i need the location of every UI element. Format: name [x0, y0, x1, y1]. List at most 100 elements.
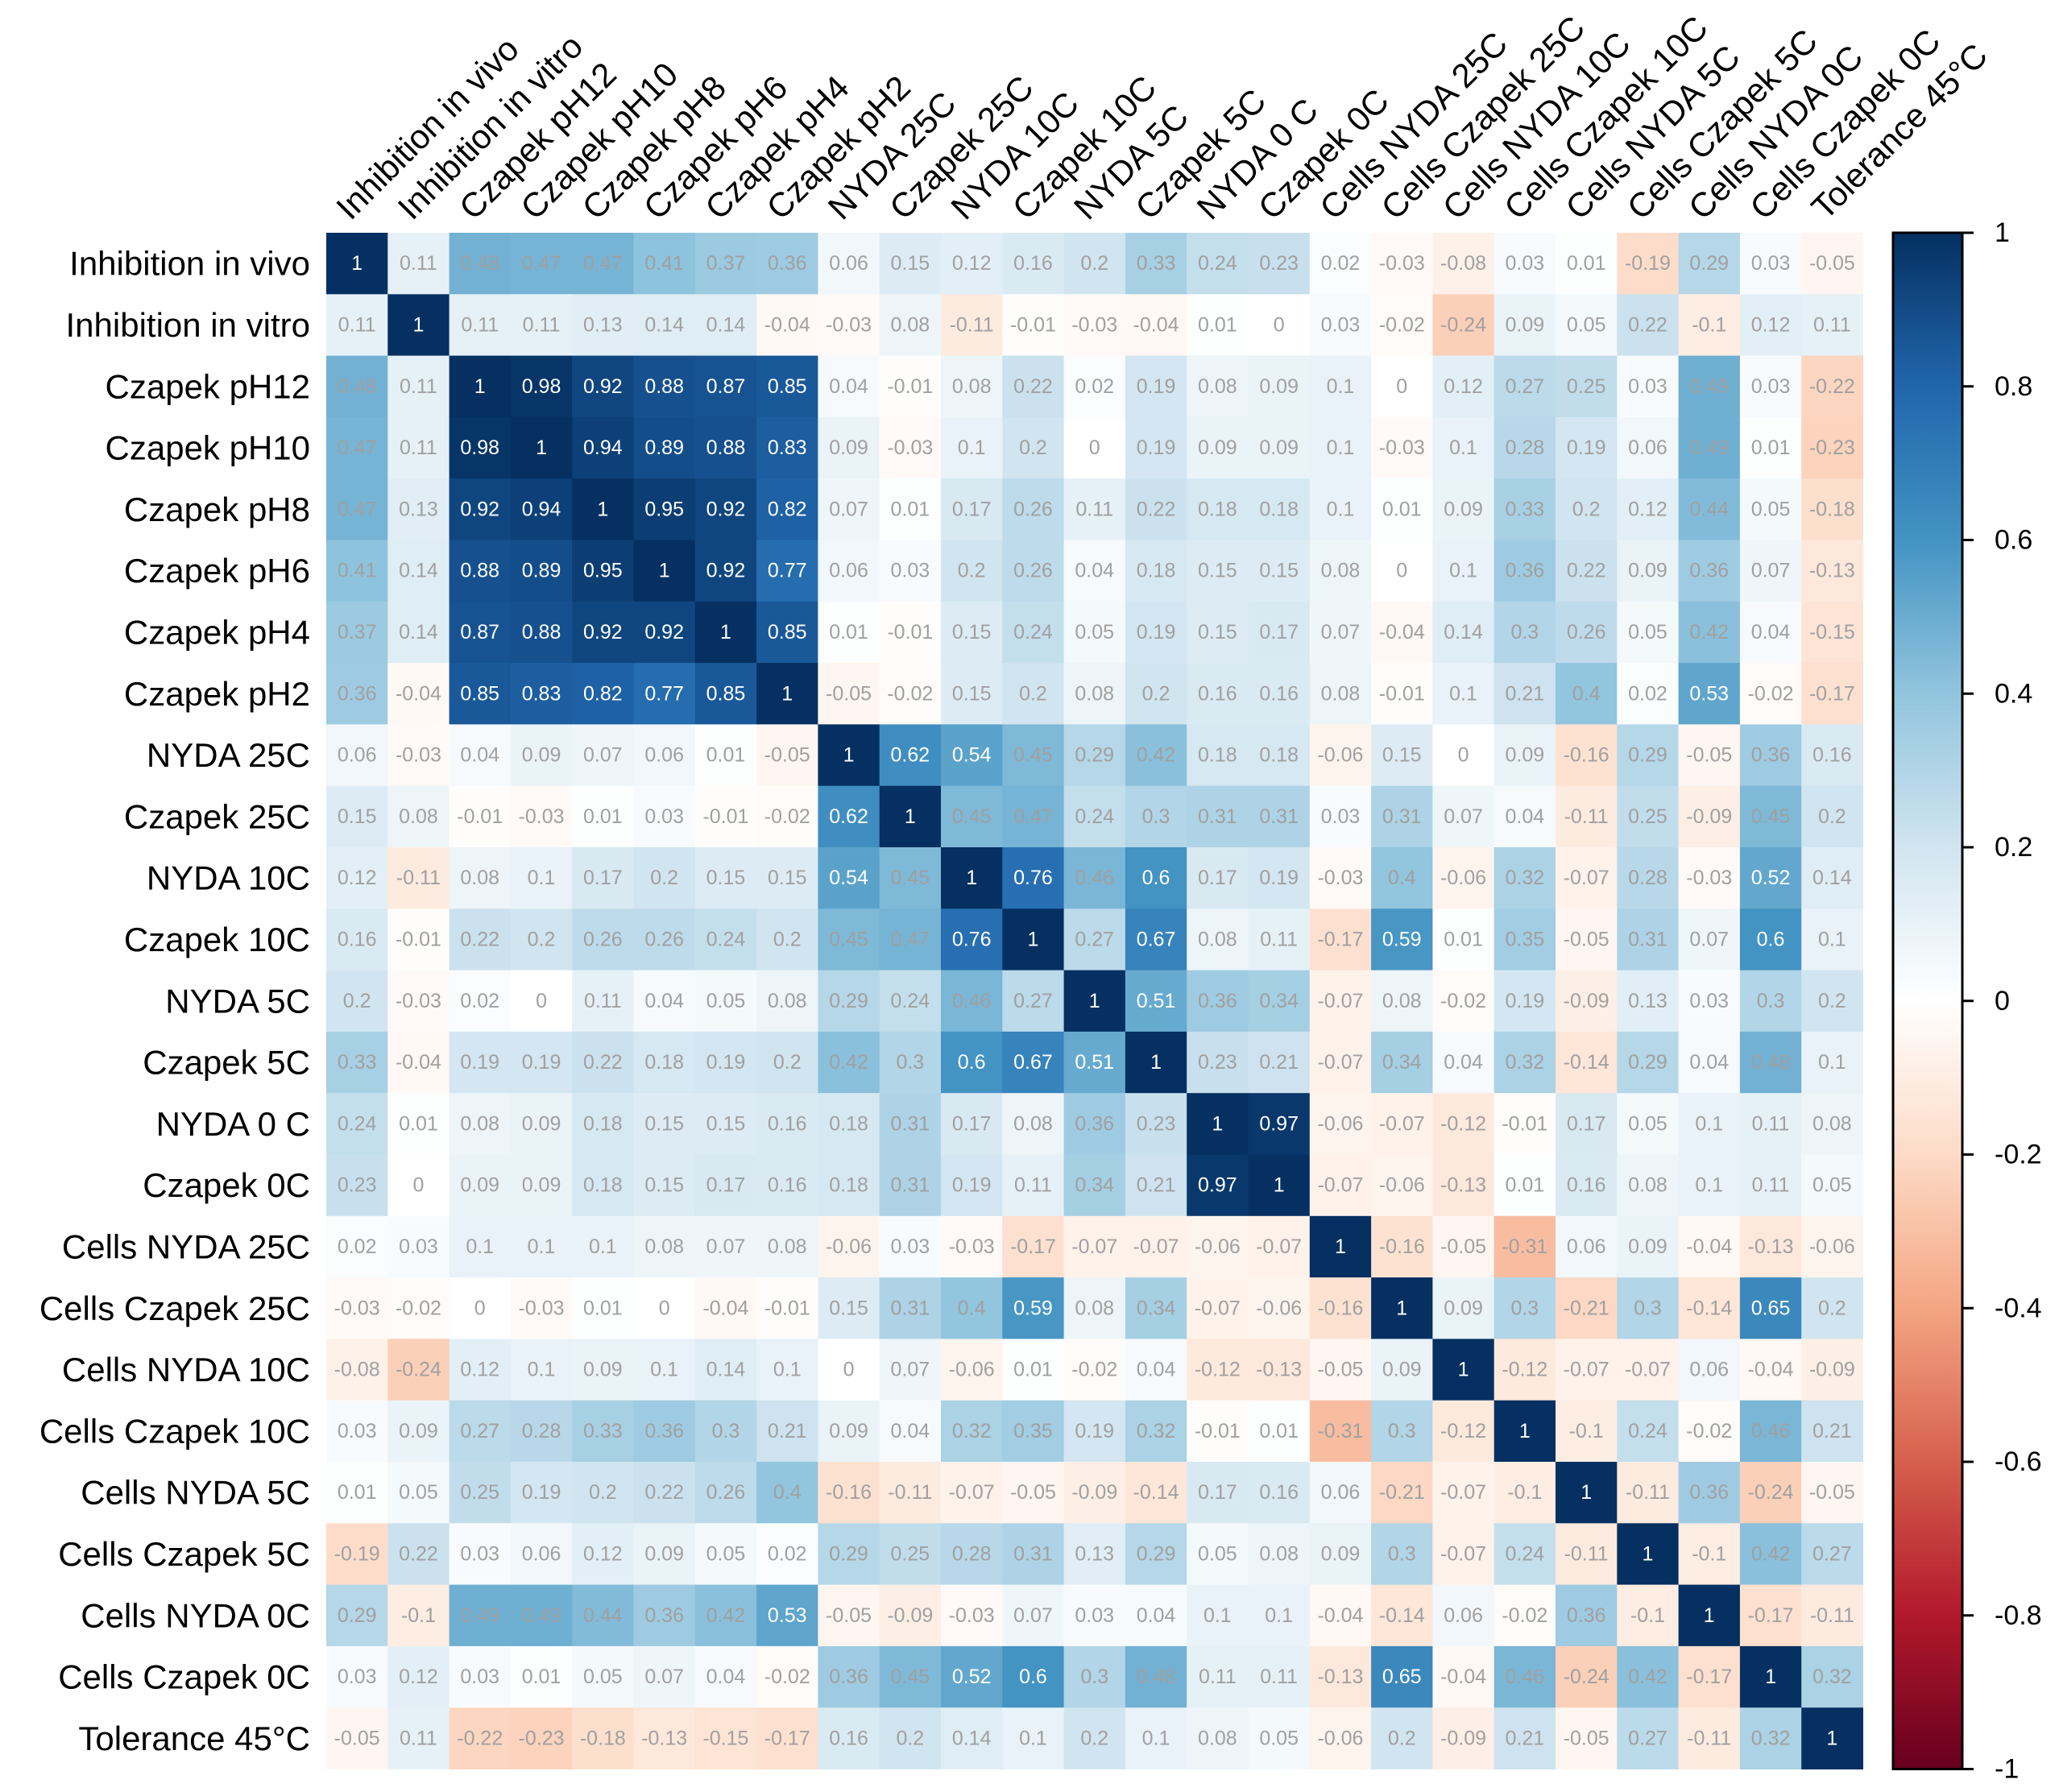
cell-fill [326, 478, 388, 540]
cell-fill [1248, 908, 1311, 971]
cell-value-label: 1 [659, 560, 670, 582]
cell-value-label: 0.45 [891, 1666, 930, 1688]
heatmap-cell: 0.03 [326, 1645, 388, 1708]
cell-fill [1432, 294, 1495, 357]
heatmap-cell: 0.07 [572, 724, 634, 787]
heatmap-cell: 0.3 [1494, 601, 1556, 664]
heatmap-cell: 0.09 [1617, 1215, 1680, 1278]
cell-fill [756, 1154, 818, 1217]
heatmap-cell: -0.04 [1432, 1645, 1495, 1708]
cell-value-label: 0.11 [338, 313, 376, 336]
cell-fill [756, 601, 818, 664]
heatmap-cell: 0.31 [1617, 908, 1680, 971]
cell-fill [1063, 1154, 1126, 1217]
cell-fill [1125, 908, 1187, 971]
cell-value-label: 0.2 [958, 560, 986, 582]
cell-value-label: 0.03 [1321, 313, 1361, 336]
cell-value-label: 0.21 [1259, 1051, 1299, 1074]
heatmap-cell: 0.24 [1617, 1400, 1680, 1463]
row-label: Czapek 25C [124, 797, 310, 835]
cell-fill [1494, 847, 1556, 909]
cell-fill [1187, 970, 1249, 1033]
cell-fill [326, 416, 388, 479]
cell-value-label: 0.07 [1013, 1604, 1053, 1627]
heatmap-cell: 0.1 [1309, 416, 1372, 479]
cell-value-label: 0.26 [644, 928, 684, 950]
heatmap-cell: 0.2 [879, 1707, 942, 1769]
cell-fill [572, 294, 634, 357]
cell-fill [941, 1523, 1003, 1586]
heatmap-cell: 0.42 [1125, 724, 1187, 787]
cell-value-label: 0.17 [1198, 867, 1237, 889]
heatmap-cell: -0.18 [572, 1707, 634, 1769]
cell-value-label: -0.11 [1564, 805, 1609, 828]
cell-fill [326, 1523, 388, 1586]
cell-fill [1371, 355, 1433, 418]
cell-fill [387, 355, 450, 418]
cell-fill [1556, 1215, 1618, 1278]
cell-value-label: 0.09 [583, 1359, 623, 1381]
cell-fill [941, 1339, 1003, 1401]
cell-value-label: 0.18 [1198, 744, 1237, 767]
cell-fill [1617, 785, 1680, 848]
cell-value-label: 0.52 [1751, 867, 1791, 889]
cell-fill [1739, 1462, 1802, 1524]
heatmap-cell: 0.18 [633, 1031, 696, 1094]
cell-fill [1248, 1462, 1311, 1524]
cell-value-label: 0.23 [1259, 252, 1299, 275]
cell-value-label: 0.47 [1013, 805, 1053, 828]
cell-fill [633, 1584, 696, 1647]
row-label: Cells NYDA 0C [81, 1596, 310, 1634]
cell-fill [449, 416, 512, 479]
cell-value-label: 0.1 [1449, 560, 1477, 582]
cell-value-label: 0.18 [583, 1112, 623, 1135]
heatmap-cell: 0.26 [1002, 540, 1065, 602]
cell-value-label: 0.15 [1259, 560, 1299, 582]
cell-fill [1801, 540, 1863, 602]
cell-value-label: 0.07 [706, 1235, 746, 1258]
cell-fill [1309, 1523, 1372, 1586]
cell-fill [510, 1584, 573, 1647]
heatmap-cell: -0.04 [1309, 1584, 1372, 1647]
cell-fill [1309, 970, 1372, 1033]
heatmap-cell: -0.18 [1801, 478, 1863, 540]
heatmap-cell: 0.16 [1556, 1154, 1618, 1217]
heatmap-cell: 0.14 [1432, 601, 1495, 664]
cell-value-label: 0.09 [1382, 1359, 1422, 1381]
cell-fill [1801, 1462, 1863, 1524]
cell-value-label: 0.06 [1444, 1604, 1483, 1627]
heatmap-cell: 0.17 [1248, 601, 1311, 664]
cell-value-label: -0.05 [1564, 1727, 1610, 1749]
cell-fill [449, 1400, 512, 1463]
cell-value-label: 0.03 [1751, 252, 1791, 275]
cell-value-label: -0.05 [1440, 1235, 1486, 1258]
cell-fill [510, 294, 573, 357]
cell-fill [449, 1154, 512, 1217]
heatmap-cell: -0.06 [1801, 1215, 1863, 1278]
cell-value-label: 0.34 [1259, 990, 1299, 1012]
heatmap-cell: 0.09 [510, 724, 573, 787]
cell-value-label: -0.03 [1686, 867, 1732, 889]
cell-fill [633, 1031, 696, 1094]
heatmap-cell: 0.05 [1556, 294, 1618, 357]
cell-fill [1678, 908, 1741, 971]
heatmap-cell: 0.22 [572, 1031, 634, 1094]
heatmap-cell: 0.36 [1678, 1462, 1741, 1524]
cell-value-label: 0.27 [1013, 990, 1053, 1012]
cell-fill [818, 1523, 880, 1586]
heatmap-cell: 0.08 [449, 1093, 512, 1155]
cell-fill [694, 416, 757, 479]
cell-fill [572, 233, 634, 295]
cell-value-label: 0.53 [1689, 682, 1729, 705]
cell-value-label: -0.07 [1379, 1112, 1425, 1135]
cell-value-label: -0.04 [1133, 313, 1179, 336]
heatmap-cell: 0.3 [1494, 1277, 1556, 1339]
cell-fill [510, 416, 573, 479]
heatmap-cell: -0.07 [1309, 1154, 1372, 1217]
cell-value-label: 0.06 [1628, 437, 1668, 459]
heatmap-cell: 1 [1617, 1523, 1680, 1586]
cell-fill [510, 724, 573, 787]
cell-fill [1125, 1093, 1187, 1155]
cell-value-label: 0.06 [644, 744, 684, 767]
cell-fill [572, 1154, 634, 1217]
